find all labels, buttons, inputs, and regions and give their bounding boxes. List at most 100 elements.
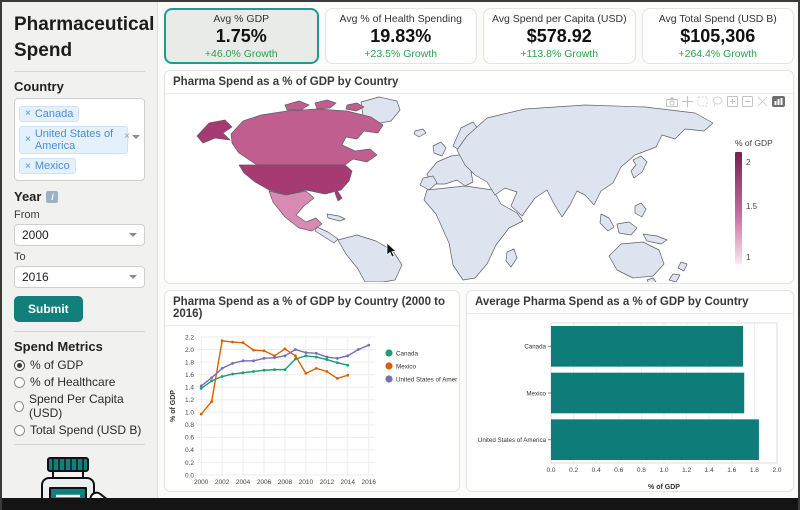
metric-option-per-capita[interactable]: Spend Per Capita (USD)	[14, 392, 145, 420]
svg-text:United States of America: United States of America	[478, 437, 547, 444]
radio-label: Spend Per Capita (USD)	[28, 392, 124, 421]
kpi-card-total-spend[interactable]: Avg Total Spend (USD B) $105,306 +264.4%…	[641, 8, 794, 64]
svg-text:1.4: 1.4	[185, 384, 194, 391]
radio-icon[interactable]	[14, 376, 25, 388]
svg-text:2008: 2008	[278, 479, 293, 486]
svg-text:2016: 2016	[361, 479, 376, 486]
country-chip-usa[interactable]: × United States of America	[19, 125, 128, 154]
line-chart[interactable]: 2000 2002 2004 2006 2008 2010 2012 2014 2016 0.0 0…	[165, 326, 459, 491]
year-to-value: 2016	[22, 270, 49, 285]
country-multiselect[interactable]: × Canada × United States of America × Me…	[14, 98, 145, 182]
metric-option-gdp[interactable]: % of GDP	[14, 358, 145, 372]
bar-chart[interactable]: 0.0 0.2 0.4 0.6 0.8 1.0 1.2 1.4 1.6 1.8 2.0 Canada M…	[467, 314, 793, 491]
zoom-out-icon[interactable]	[742, 96, 753, 107]
submit-button[interactable]: Submit	[14, 296, 83, 323]
world-map[interactable]	[165, 94, 731, 282]
svg-text:1.6: 1.6	[727, 467, 736, 474]
svg-text:% of GDP: % of GDP	[170, 390, 177, 422]
chevron-down-icon[interactable]	[132, 134, 140, 139]
radio-icon[interactable]	[14, 424, 25, 436]
metric-option-total[interactable]: Total Spend (USD B)	[14, 423, 145, 437]
kpi-value: $105,306	[680, 25, 756, 46]
remove-icon[interactable]: ×	[25, 160, 31, 172]
country-chip-canada[interactable]: × Canada	[19, 105, 80, 122]
kpi-value: $578.92	[526, 25, 592, 46]
info-icon[interactable]: i	[46, 190, 59, 203]
svg-text:1.0: 1.0	[185, 410, 194, 417]
svg-text:1.8: 1.8	[185, 359, 194, 366]
kpi-card-avg-gdp[interactable]: Avg % GDP 1.75% +46.0% Growth	[164, 8, 319, 64]
kpi-value: 1.75%	[215, 25, 267, 46]
lasso-select-icon[interactable]	[712, 96, 723, 107]
kpi-growth: +23.5% Growth	[364, 47, 438, 60]
bar-chart-card: Average Pharma Spend as a % of GDP by Co…	[466, 290, 794, 492]
svg-text:Mexico: Mexico	[526, 390, 546, 397]
app-title: Pharmaceutical Spend	[14, 14, 155, 61]
chevron-down-icon	[129, 275, 137, 280]
svg-text:1.8: 1.8	[750, 467, 759, 474]
metric-option-healthcare[interactable]: % of Healthcare	[14, 375, 145, 389]
pill-bottle-icon	[14, 455, 145, 498]
line-chart-card: Pharma Spend as a % of GDP by Country (2…	[164, 290, 460, 492]
reset-view-icon[interactable]	[757, 96, 768, 107]
svg-text:0.8: 0.8	[637, 467, 646, 474]
radio-icon[interactable]	[14, 400, 24, 412]
chevron-down-icon	[129, 233, 137, 238]
svg-text:2.0: 2.0	[185, 347, 194, 354]
clear-all-icon[interactable]: ×	[124, 131, 130, 143]
mouse-cursor	[386, 242, 397, 258]
svg-text:1.2: 1.2	[185, 397, 194, 404]
kpi-label: Avg % GDP	[213, 12, 270, 25]
kpi-label: Avg % of Health Spending	[339, 12, 462, 25]
map-legend: % of GDP 2 1.5 1	[735, 138, 787, 264]
map-legend-title: % of GDP	[735, 138, 773, 148]
svg-text:2000: 2000	[194, 479, 209, 486]
box-select-icon[interactable]	[697, 96, 708, 107]
zoom-in-icon[interactable]	[727, 96, 738, 107]
svg-text:0.6: 0.6	[614, 467, 623, 474]
svg-text:2012: 2012	[320, 479, 335, 486]
radio-label: Total Spend (USD B)	[30, 423, 142, 438]
plotly-logo-icon[interactable]	[772, 96, 785, 107]
map-title: Pharma Spend as a % of GDP by Country	[165, 71, 793, 94]
line-chart-title: Pharma Spend as a % of GDP by Country (2…	[165, 291, 459, 326]
world-landmass	[196, 96, 714, 282]
svg-text:2006: 2006	[257, 479, 272, 486]
radio-label: % of GDP	[30, 358, 84, 373]
svg-text:Mexico: Mexico	[396, 363, 416, 370]
year-from-select[interactable]: 2000	[14, 224, 145, 247]
svg-text:2.0: 2.0	[772, 467, 781, 474]
svg-text:United States of America: United States of America	[396, 376, 457, 383]
radio-label: % of Healthcare	[30, 375, 116, 390]
svg-text:% of GDP: % of GDP	[648, 484, 680, 491]
year-label: Year	[14, 189, 42, 205]
radio-selected-icon[interactable]	[14, 359, 25, 371]
svg-text:0.0: 0.0	[185, 472, 194, 479]
map-body: % of GDP 2 1.5 1	[165, 94, 793, 283]
camera-icon[interactable]	[666, 97, 678, 107]
svg-text:2010: 2010	[299, 479, 314, 486]
from-label: From	[14, 209, 40, 222]
svg-text:2014: 2014	[341, 479, 356, 486]
kpi-growth: +46.0% Growth	[204, 47, 278, 60]
remove-icon[interactable]: ×	[25, 134, 31, 146]
map-toolbar	[666, 96, 785, 107]
kpi-growth: +264.4% Growth	[678, 47, 757, 60]
spend-metrics-label: Spend Metrics	[14, 339, 103, 355]
svg-text:Canada: Canada	[524, 344, 546, 351]
window-frame-bottom	[2, 498, 798, 510]
pan-icon[interactable]	[682, 96, 693, 107]
kpi-growth: +113.8% Growth	[520, 47, 599, 60]
kpi-card-per-capita[interactable]: Avg Spend per Capita (USD) $578.92 +113.…	[483, 8, 636, 64]
country-chip-mexico[interactable]: × Mexico	[19, 158, 76, 175]
svg-text:0.6: 0.6	[185, 435, 194, 442]
map-colorbar	[735, 152, 742, 264]
remove-icon[interactable]: ×	[25, 108, 31, 120]
chip-label: Mexico	[34, 160, 70, 173]
kpi-card-health-spending[interactable]: Avg % of Health Spending 19.83% +23.5% G…	[324, 8, 477, 64]
svg-text:1.6: 1.6	[185, 372, 194, 379]
bar-chart-title: Average Pharma Spend as a % of GDP by Co…	[467, 291, 793, 314]
year-to-select[interactable]: 2016	[14, 266, 145, 289]
svg-text:0.0: 0.0	[546, 467, 555, 474]
